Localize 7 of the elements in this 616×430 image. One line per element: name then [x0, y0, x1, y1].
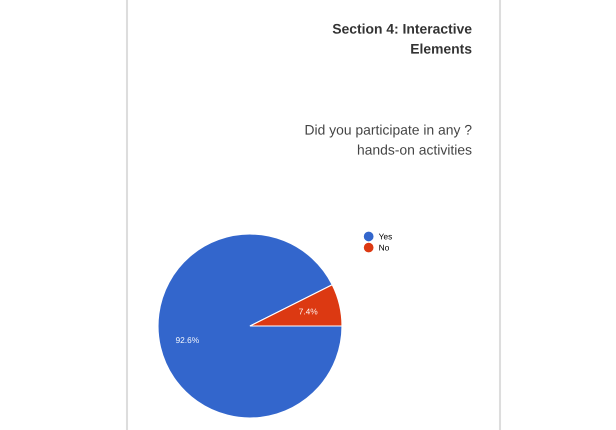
- chart-title: Section 4: Interactive Elements: [332, 24, 472, 54]
- data-label: 7.4%: [299, 308, 318, 314]
- data-label: 92.6%: [176, 337, 199, 344]
- legend-label: Yes: [378, 234, 392, 240]
- legend-label: No: [379, 244, 389, 251]
- chart-subtitle: Did you participate in any ? hands-on activities: [306, 124, 472, 155]
- pie-slice: [157, 233, 343, 419]
